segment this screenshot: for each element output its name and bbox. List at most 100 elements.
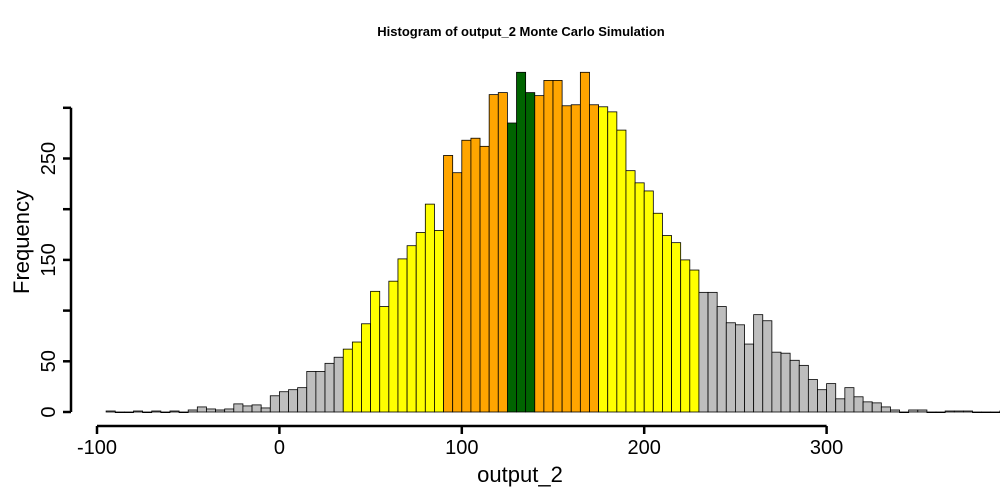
histogram-bar [735, 324, 745, 413]
histogram-bar [351, 341, 362, 413]
histogram-bar [652, 212, 663, 413]
histogram-bar [561, 105, 572, 413]
histogram-bar [424, 203, 435, 413]
histogram-bars [105, 71, 1000, 414]
histogram-bar [835, 398, 846, 413]
histogram-bar [443, 155, 454, 413]
histogram-bar [233, 403, 244, 413]
histogram-bar [516, 71, 527, 413]
histogram-bar [479, 145, 490, 413]
chart-title: Histogram of output_2 Monte Carlo Simula… [377, 24, 665, 39]
histogram-bar [361, 323, 372, 413]
histogram-bar [862, 401, 873, 413]
histogram-bar [753, 314, 764, 413]
histogram-bar [333, 356, 344, 413]
histogram-bar [817, 389, 827, 413]
histogram-bar [297, 387, 308, 413]
histogram-bar [807, 379, 818, 413]
histogram-bar [643, 190, 654, 413]
histogram-bar [242, 405, 253, 413]
histogram-bar [972, 411, 983, 414]
y-tick-label: 50 [38, 350, 60, 372]
histogram-bar [844, 387, 855, 413]
histogram-bar [917, 409, 928, 413]
histogram-bar [789, 359, 800, 413]
histogram-bar [388, 280, 399, 413]
y-tick-label: 0 [38, 406, 60, 417]
histogram-bar [944, 410, 955, 413]
histogram-bar [215, 409, 226, 413]
histogram-bar [890, 409, 900, 413]
histogram-bar [981, 411, 992, 414]
histogram-bar [114, 411, 125, 414]
histogram-bar [488, 94, 499, 413]
histogram-bar [607, 111, 618, 413]
histogram-bar [990, 411, 1000, 414]
histogram-bar [963, 410, 973, 413]
histogram-bar [707, 291, 718, 413]
histogram-bar [370, 290, 381, 413]
histogram-bar [160, 411, 171, 414]
histogram-bar [689, 269, 700, 413]
histogram-bar [315, 371, 326, 413]
histogram-bar [269, 395, 280, 413]
histogram-bar [725, 322, 736, 413]
histogram-bar [105, 410, 116, 413]
histogram-bar [935, 411, 946, 414]
histogram-bar [953, 410, 964, 413]
histogram-bar [543, 80, 554, 413]
histogram-bar [579, 71, 590, 413]
histogram-bar [506, 122, 517, 413]
histogram-bar [698, 291, 709, 413]
histogram-bar [899, 411, 910, 414]
histogram-bar [206, 408, 216, 413]
y-axis: 0 50 150 250 [38, 106, 73, 418]
histogram-bar [470, 137, 481, 413]
histogram-bar [142, 411, 153, 414]
histogram-bar [260, 407, 271, 413]
histogram-bar [616, 129, 627, 413]
histogram-bar [251, 404, 262, 413]
histogram-bar [288, 389, 299, 413]
histogram-bar [406, 245, 417, 413]
histogram-bar [133, 410, 143, 413]
y-tick-label: 150 [38, 243, 60, 276]
x-tick-label: 0 [274, 437, 285, 459]
histogram-bar [461, 139, 472, 413]
y-axis-label: Frequency [9, 190, 34, 294]
histogram-bar [662, 235, 672, 413]
histogram-bar [278, 391, 289, 413]
histogram-bar [780, 352, 791, 413]
histogram-bar [187, 409, 198, 413]
x-axis: -100 0 100 200 300 [77, 424, 843, 459]
x-tick-label: 300 [810, 437, 843, 459]
histogram-bar [589, 104, 599, 413]
histogram-bar [342, 348, 353, 413]
histogram-bar [762, 320, 773, 413]
x-tick-label: 100 [445, 437, 478, 459]
histogram-bar [169, 410, 180, 413]
histogram-bar [634, 182, 645, 413]
histogram-bar [196, 406, 207, 413]
histogram-bar [452, 172, 463, 413]
histogram-bar [224, 408, 235, 413]
histogram-bar [534, 95, 545, 413]
histogram-bar [379, 306, 390, 413]
histogram-bar [397, 258, 408, 413]
histogram-bar [434, 230, 444, 413]
histogram-bar [853, 396, 864, 413]
histogram-bar [552, 80, 563, 413]
histogram-bar [871, 402, 882, 413]
histogram-bar [324, 362, 335, 413]
histogram-bar [880, 406, 891, 413]
histogram-bar [306, 371, 317, 413]
histogram-bar [771, 351, 782, 413]
histogram-bar [798, 364, 809, 413]
histogram-bar [598, 106, 609, 413]
histogram-bar [415, 232, 426, 413]
histogram-bar [680, 259, 691, 413]
histogram-bar [525, 92, 536, 413]
histogram-bar [744, 343, 755, 413]
histogram-bar [497, 92, 508, 413]
